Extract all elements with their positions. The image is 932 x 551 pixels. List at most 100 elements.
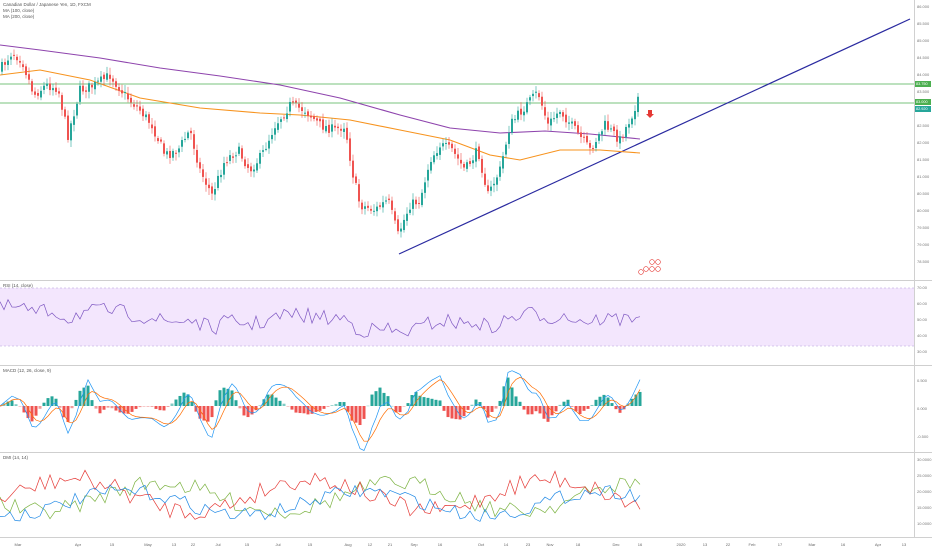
candle-body: [247, 164, 249, 168]
rsi-chart[interactable]: [0, 281, 915, 365]
macd-histogram-bar: [138, 406, 142, 408]
time-axis-label: Oct: [477, 542, 485, 547]
macd-histogram-bar: [406, 403, 410, 406]
macd-histogram-bar: [274, 397, 278, 406]
candle-body: [433, 155, 435, 163]
macd-histogram-bar: [374, 391, 378, 406]
candle-body: [412, 199, 414, 209]
rsi-scale[interactable]: 70.00 60.00 50.00 40.00 30.00: [915, 281, 932, 365]
macd-histogram-bar: [402, 406, 406, 407]
time-axis[interactable]: Mar Apr 15 May 13 22 Jul 15 Jul 15 Aug 12 21 Sep 16 Oct…: [0, 537, 932, 551]
economic-events-icon: [638, 269, 644, 275]
time-axis-label: Nov: [546, 542, 554, 547]
candle-body: [43, 85, 45, 90]
macd-histogram-bar: [186, 394, 190, 406]
candle-body: [484, 173, 486, 185]
candle-body: [307, 111, 309, 117]
candle-body: [346, 127, 348, 140]
macd-histogram-bar: [110, 406, 114, 409]
time-axis-label: Mar: [14, 542, 22, 547]
price-chart[interactable]: [0, 0, 915, 280]
candle-body: [265, 148, 267, 150]
candle-body: [388, 198, 390, 201]
candle-body: [481, 158, 483, 173]
rsi-pane[interactable]: RSI (14, close) 70.00 60.00 50.00 40.00 30.0…: [0, 281, 932, 365]
macd-histogram-bar: [390, 405, 394, 407]
macd-histogram-bar: [190, 401, 194, 406]
macd-histogram-bar: [378, 387, 382, 406]
candle-body: [403, 219, 405, 231]
candle-body: [217, 175, 219, 188]
macd-histogram-bar: [290, 406, 294, 410]
macd-histogram-bar: [458, 406, 462, 420]
candle-body: [169, 150, 171, 159]
candle-body: [10, 56, 12, 60]
candle-body: [160, 139, 162, 142]
time-axis-label: 14: [503, 542, 509, 547]
candle-body: [301, 107, 303, 112]
candle-body: [478, 146, 480, 160]
dmi-chart[interactable]: [0, 453, 915, 537]
candle-body: [523, 111, 525, 116]
macd-histogram-bar: [90, 400, 94, 406]
candle-body: [562, 112, 564, 117]
candle-body: [28, 74, 30, 80]
price-scale[interactable]: 86.000 85.500 85.000 84.500 84.000 83.500 83.0…: [915, 0, 932, 280]
macd-histogram-bar: [106, 406, 110, 408]
macd-histogram-bar: [166, 406, 170, 407]
candle-body: [631, 118, 633, 125]
candle-body: [316, 118, 318, 121]
candle-body: [139, 106, 141, 111]
macd-pane[interactable]: MACD (12, 26, close, 9) 0.500 0.000 -0.500: [0, 366, 932, 452]
candle-body: [418, 202, 420, 204]
price-scale-label: 82.000: [917, 140, 930, 145]
candle-body: [460, 159, 462, 164]
rsi-scale-label: 50.00: [917, 317, 928, 322]
rsi-band: [0, 288, 915, 346]
macd-histogram-bar: [334, 403, 338, 406]
candle-body: [142, 108, 144, 117]
candle-body: [94, 81, 96, 90]
macd-scale[interactable]: 0.500 0.000 -0.500: [915, 366, 932, 452]
price-pane[interactable]: Canadian Dollar / Japanese Yen, 1D, FXCM…: [0, 0, 932, 280]
dmi-pane[interactable]: DMI (14, 14) 30.0000 25.0000 20.0000 15.000…: [0, 453, 932, 537]
time-axis-label: 22: [190, 542, 196, 547]
macd-histogram-bar: [598, 396, 602, 406]
candle-body: [127, 93, 129, 100]
macd-histogram-bar: [494, 406, 498, 409]
macd-histogram-bar: [234, 400, 238, 406]
macd-histogram-bar: [442, 406, 446, 411]
candle-body: [286, 113, 288, 120]
candle-body: [4, 62, 6, 65]
macd-histogram-bar: [522, 406, 526, 410]
candle-body: [295, 100, 297, 103]
macd-histogram-bar: [394, 406, 398, 413]
macd-chart[interactable]: [0, 366, 915, 452]
candle-body: [340, 128, 342, 131]
candle-body: [205, 178, 207, 185]
candle-body: [502, 156, 504, 169]
time-axis-label: Aug: [344, 542, 352, 547]
macd-histogram-bar: [386, 396, 390, 406]
candle-body: [361, 202, 363, 210]
macd-histogram-bar: [502, 386, 506, 406]
candle-body: [415, 199, 417, 205]
macd-histogram-bar: [214, 400, 218, 406]
macd-histogram-bar: [482, 406, 486, 410]
macd-histogram-bar: [70, 406, 74, 409]
candle-body: [49, 83, 51, 91]
dmi-scale[interactable]: 30.0000 25.0000 20.0000 15.0000 10.0000: [915, 453, 932, 537]
macd-histogram-bar: [14, 404, 18, 406]
price-scale-border: [914, 0, 915, 537]
candle-body: [40, 90, 42, 98]
candle-body: [598, 133, 600, 141]
macd-histogram-bar: [42, 402, 46, 406]
macd-histogram-bar: [358, 406, 362, 426]
time-axis-label: 2020: [676, 542, 686, 547]
candle-body: [118, 87, 120, 91]
macd-histogram-bar: [342, 402, 346, 406]
macd-histogram-bar: [170, 403, 174, 406]
price-scale-label: 85.500: [917, 21, 930, 26]
macd-histogram-bar: [498, 400, 502, 406]
macd-scale-label: 0.000: [917, 406, 928, 411]
